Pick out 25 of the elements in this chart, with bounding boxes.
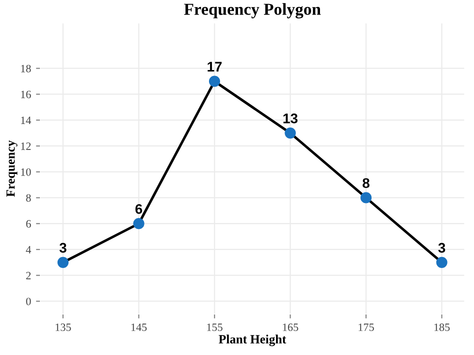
- chart-title: Frequency Polygon: [184, 3, 321, 18]
- data-label: 3: [59, 242, 66, 253]
- y-tick-label: 8: [26, 194, 31, 202]
- x-tick-label: 175: [358, 324, 374, 332]
- y-tick-label: 12: [21, 142, 31, 150]
- x-tick-label: 165: [282, 324, 298, 332]
- y-tick-label: 14: [21, 116, 32, 124]
- y-axis-title: Frequency: [6, 140, 18, 197]
- x-tick-label: 135: [56, 324, 71, 332]
- data-label: 8: [362, 178, 370, 188]
- data-label: 17: [208, 62, 222, 72]
- y-tick-label: 0: [26, 298, 31, 306]
- x-tick-label: 185: [434, 324, 450, 332]
- x-tick-label: 145: [131, 324, 147, 332]
- data-label: 3: [438, 242, 446, 253]
- x-tick-label: 155: [207, 324, 222, 332]
- y-tick-label: 2: [26, 272, 31, 280]
- y-tick-label: 10: [21, 168, 31, 176]
- y-tick-label: 4: [26, 246, 32, 254]
- data-label: 13: [283, 114, 298, 124]
- data-label: 6: [135, 204, 142, 214]
- y-tick-label: 18: [21, 64, 31, 72]
- y-tick-label: 6: [26, 220, 31, 228]
- x-axis-title: Plant Height: [218, 334, 286, 346]
- y-tick-label: 16: [21, 90, 31, 98]
